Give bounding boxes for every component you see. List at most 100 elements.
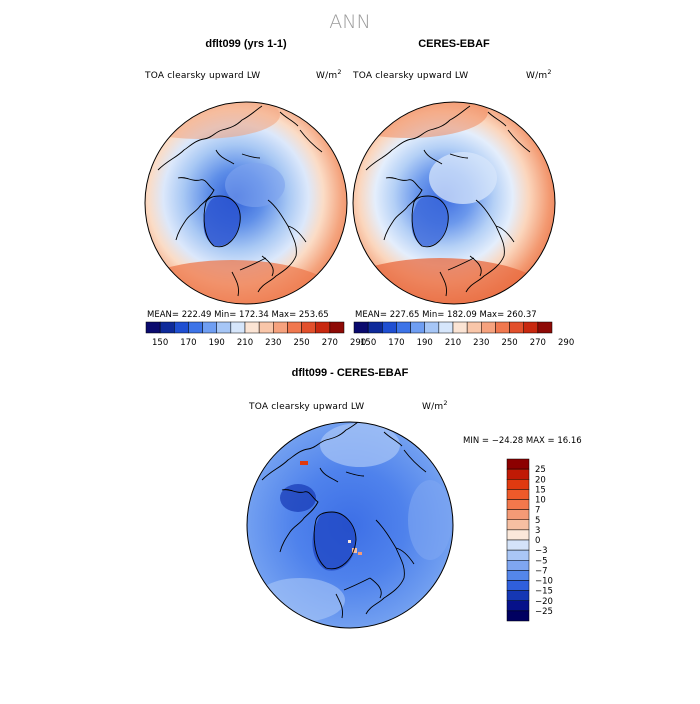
panel-obs-colorbar-tick-label: 190 xyxy=(417,338,433,348)
panel-model-stats: MEAN= 222.49 Min= 172.34 Max= 253.65 xyxy=(147,310,329,320)
panel-model-colorbar-tick-label: 170 xyxy=(180,338,196,348)
panel-obs-colorbar-tick-label: 170 xyxy=(388,338,404,348)
panel-obs-colorbar-swatch xyxy=(466,321,482,334)
panel-diff-colorbar-swatch xyxy=(506,519,530,531)
panel-model-colorbar-tick-label: 150 xyxy=(152,338,168,348)
panel-diff-colorbar-swatch xyxy=(506,590,530,601)
panel-model-variable: TOA clearsky upward LW xyxy=(144,71,260,81)
panel-model-colorbar-tick-label: 210 xyxy=(237,338,253,348)
panel-diff-map xyxy=(247,422,453,628)
panel-model-colorbar-swatch xyxy=(159,321,175,334)
panel-obs-units: W/m2 xyxy=(526,68,552,81)
panel-diff-colorbar-swatch xyxy=(506,539,530,551)
panel-diff-colorbar-tick-label: 7 xyxy=(535,506,540,516)
panel-obs-colorbar-swatch xyxy=(424,321,440,334)
panel-obs-colorbar-swatch xyxy=(452,321,468,334)
panel-diff-colorbar-swatch xyxy=(506,560,530,571)
panel-diff-variable: TOA clearsky upward LW xyxy=(248,402,364,412)
panel-diff-colorbar-tick-label: 5 xyxy=(535,516,540,526)
panel-diff: dflt099 - CERES-EBAF TOA clearsky upward… xyxy=(246,367,582,629)
panel-model-colorbar-tick-label: 190 xyxy=(209,338,225,348)
panel-model-title: dflt099 (yrs 1-1) xyxy=(205,38,287,50)
panel-model-colorbar-swatch xyxy=(174,321,189,334)
panel-obs-colorbar-swatch xyxy=(396,321,411,334)
panel-diff-colorbar-tick-label: 10 xyxy=(535,496,546,506)
panel-diff-colorbar-tick-label: −15 xyxy=(535,587,553,597)
panel-obs-colorbar-tick-label: 230 xyxy=(473,338,489,348)
panel-diff-colorbar-tick-label: −25 xyxy=(535,607,553,617)
panel-model-colorbar-swatch xyxy=(230,321,246,334)
panel-model-colorbar-swatch xyxy=(202,321,217,334)
panel-diff-units: W/m2 xyxy=(422,399,448,412)
panel-obs-colorbar-tick-label: 270 xyxy=(530,338,546,348)
panel-diff-colorbar-swatch xyxy=(506,499,530,510)
panel-diff-colorbar-tick-label: 15 xyxy=(535,485,546,495)
panel-obs-title: CERES-EBAF xyxy=(418,38,490,50)
panel-diff-colorbar-swatch xyxy=(506,458,530,470)
panel-model-colorbar: 150 170 190 210 230 250 270 290 xyxy=(145,321,366,348)
panel-obs-colorbar-tick-label: 290 xyxy=(558,338,574,348)
panel-model-colorbar-swatch xyxy=(301,321,316,334)
panel-model-colorbar-tick-label: 270 xyxy=(322,338,338,348)
panel-obs-colorbar-swatch xyxy=(481,321,496,334)
panel-diff-colorbar-tick-label: 20 xyxy=(535,475,546,485)
panel-model-colorbar-tick-label: 290 xyxy=(350,338,366,348)
panel-diff-colorbar-swatch xyxy=(506,580,530,591)
panel-diff-title: dflt099 - CERES-EBAF xyxy=(292,367,409,379)
panel-model-colorbar-swatch xyxy=(315,321,331,334)
panel-diff-colorbar-swatch xyxy=(506,570,530,581)
panel-diff-colorbar-tick-label: 3 xyxy=(535,526,540,536)
panel-obs-colorbar-swatch xyxy=(438,321,454,334)
panel-obs-colorbar-tick-label: 210 xyxy=(445,338,461,348)
panel-model-colorbar-swatch xyxy=(329,321,345,334)
panel-diff-coastlines xyxy=(261,422,427,619)
panel-diff-colorbar-swatch xyxy=(506,509,530,520)
panel-diff-colorbar-swatch xyxy=(506,600,530,612)
panel-obs-colorbar-swatch xyxy=(537,321,553,334)
panel-diff-stats: MIN = −24.28 MAX = 16.16 xyxy=(463,436,582,446)
panel-model-colorbar-swatch xyxy=(287,321,302,334)
panel-model-colorbar-tick-label: 250 xyxy=(293,338,309,348)
panel-model-colorbar-swatch xyxy=(216,321,232,334)
panel-diff-colorbar-swatch xyxy=(506,468,530,480)
panel-obs-colorbar-swatch xyxy=(367,321,383,334)
panel-diff-colorbar-tick-label: 0 xyxy=(535,536,540,546)
panel-obs-colorbar-tick-label: 150 xyxy=(360,338,376,348)
panel-diff-colorbar-tick-label: 25 xyxy=(535,465,546,475)
panel-diff-colorbar-swatch xyxy=(506,489,530,500)
panel-model-units: W/m2 xyxy=(316,68,342,81)
panel-obs-colorbar-swatch xyxy=(523,321,539,334)
panel-obs-colorbar: 150 170 190 210 230 250 270 290 xyxy=(353,321,574,348)
panel-obs-colorbar-swatch xyxy=(353,321,369,334)
panel-obs-stats: MEAN= 227.65 Min= 182.09 Max= 260.37 xyxy=(355,310,537,320)
panel-diff-colorbar-tick-label: −10 xyxy=(535,577,553,587)
panel-model-colorbar-swatch xyxy=(273,321,288,334)
panel-obs-colorbar-swatch xyxy=(495,321,510,334)
panel-model-map xyxy=(145,102,347,304)
panel-obs-colorbar-swatch xyxy=(410,321,425,334)
panel-model-coastlines xyxy=(157,105,323,297)
panel-model-colorbar-swatch xyxy=(258,321,274,334)
panel-diff-colorbar-tick-label: −3 xyxy=(535,546,548,556)
panel-model-colorbar-swatch xyxy=(244,321,260,334)
panel-model: dflt099 (yrs 1-1) TOA clearsky upward LW… xyxy=(144,38,366,348)
panel-obs-colorbar-swatch xyxy=(382,321,397,334)
figure-title: ANN xyxy=(329,11,370,33)
panel-diff-colorbar-swatch xyxy=(506,549,530,561)
panel-obs-map xyxy=(353,102,555,304)
panel-diff-colorbar-swatch xyxy=(506,529,530,541)
panel-diff-colorbar-tick-label: −20 xyxy=(535,597,553,607)
panel-obs: CERES-EBAF TOA clearsky upward LW W/m2 xyxy=(352,38,574,348)
panel-model-colorbar-tick-label: 230 xyxy=(265,338,281,348)
panel-obs-variable: TOA clearsky upward LW xyxy=(352,71,468,81)
panel-obs-colorbar-swatch xyxy=(509,321,524,334)
panel-diff-colorbar-tick-label: −7 xyxy=(535,566,548,576)
panel-obs-colorbar-tick-label: 250 xyxy=(501,338,517,348)
panel-model-colorbar-swatch xyxy=(145,321,161,334)
panel-diff-colorbar-swatch xyxy=(506,610,530,622)
panel-diff-colorbar-tick-label: −5 xyxy=(535,556,548,566)
panel-diff-colorbar-swatch xyxy=(506,479,530,490)
